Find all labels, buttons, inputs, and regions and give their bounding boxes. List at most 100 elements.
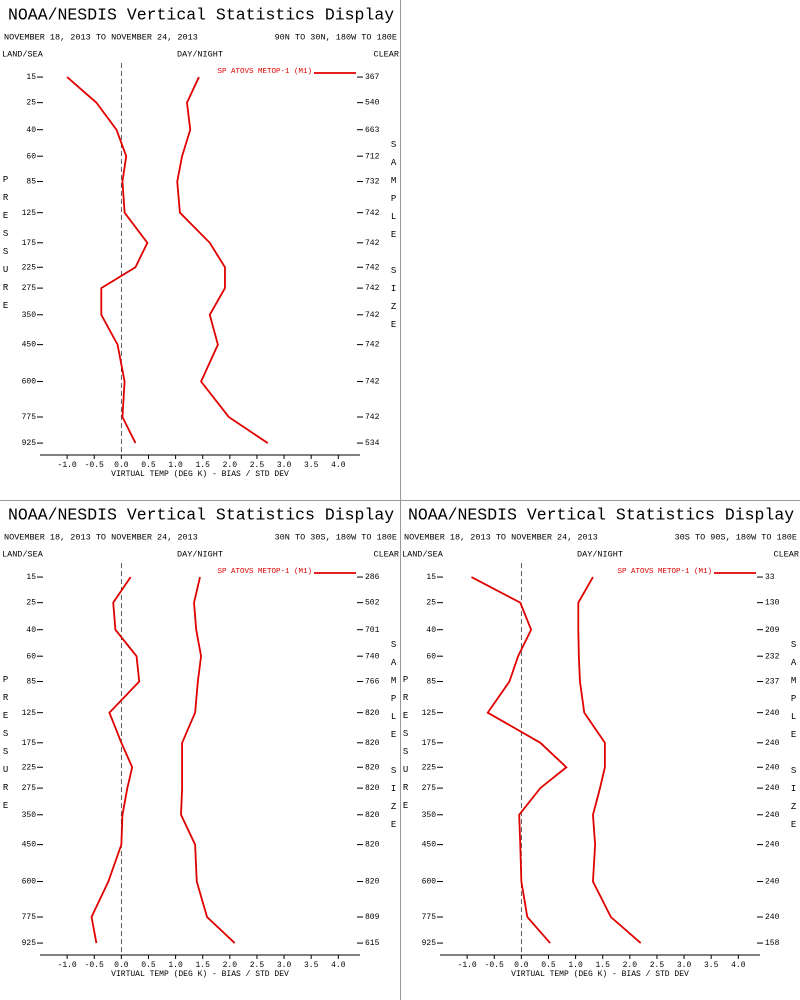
region: 30N TO 30S, 180W TO 180E xyxy=(275,532,397,542)
sample-size-label: 732 xyxy=(365,178,380,187)
legend-label: SP ATOVS METOP-1 (M1) xyxy=(217,68,312,76)
sample-size-label: 820 xyxy=(365,739,380,748)
y-tick-label: 225 xyxy=(22,263,37,272)
y-tick-label: 15 xyxy=(426,573,436,582)
sample-size-label: 367 xyxy=(365,73,380,82)
sample-size-label: 615 xyxy=(365,939,380,948)
x-tick-label: 0.5 xyxy=(141,461,156,470)
sample-size-label: 740 xyxy=(365,652,380,661)
y2-axis-label: SAMPLE SIZE xyxy=(389,140,399,338)
y-tick-label: 275 xyxy=(22,284,37,293)
x-tick-label: 4.0 xyxy=(731,961,746,970)
land-sea: LAND/SEA xyxy=(402,549,444,559)
y-tick-label: 85 xyxy=(26,178,36,187)
y-tick-label: 60 xyxy=(26,152,36,161)
panel: NOAA/NESDIS Vertical Statistics Display N… xyxy=(401,505,799,979)
x-tick-label: 2.5 xyxy=(650,961,665,970)
y-tick-label: 60 xyxy=(26,652,36,661)
sample-size-label: 820 xyxy=(365,878,380,887)
y-tick-label: 40 xyxy=(426,626,436,635)
sample-size-label: 701 xyxy=(365,626,380,635)
clear: CLEAR xyxy=(373,49,399,59)
sample-size-label: 742 xyxy=(365,311,380,320)
std-dev-line xyxy=(180,576,236,944)
y-tick-label: 40 xyxy=(26,626,36,635)
y-tick-label: 85 xyxy=(26,678,36,687)
land-sea: LAND/SEA xyxy=(2,49,44,59)
x-tick-label: 3.5 xyxy=(704,961,719,970)
sample-size-label: 502 xyxy=(365,599,380,608)
sample-size-label: 286 xyxy=(365,573,380,582)
y-tick-label: 775 xyxy=(22,913,37,922)
sample-size-label: 820 xyxy=(365,763,380,772)
sample-size-label: 240 xyxy=(765,784,780,793)
x-tick-label: 1.0 xyxy=(568,961,583,970)
y-tick-label: 925 xyxy=(22,939,37,948)
x-tick-label: -0.5 xyxy=(85,461,104,470)
y-tick-label: 600 xyxy=(22,878,37,887)
sample-size-label: 742 xyxy=(365,378,380,387)
sample-size-label: 820 xyxy=(365,811,380,820)
x-tick-label: 2.0 xyxy=(623,961,638,970)
y-tick-label: 600 xyxy=(22,378,37,387)
x-tick-label: 1.5 xyxy=(196,461,211,470)
sample-size-label: 240 xyxy=(765,913,780,922)
y-tick-label: 350 xyxy=(22,811,37,820)
panel: NOAA/NESDIS Vertical Statistics Display N… xyxy=(1,505,399,979)
sample-size-label: 540 xyxy=(365,99,380,108)
sample-size-label: 240 xyxy=(765,763,780,772)
sample-size-label: 742 xyxy=(365,239,380,248)
chart-title: NOAA/NESDIS Vertical Statistics Display xyxy=(408,505,794,524)
bias-line xyxy=(471,576,568,944)
y-tick-label: 225 xyxy=(22,763,37,772)
y2-axis-label: SAMPLE SIZE xyxy=(789,640,799,838)
chart-title: NOAA/NESDIS Vertical Statistics Display xyxy=(8,505,394,524)
sample-size-label: 742 xyxy=(365,341,380,350)
y-axis-label: PRESSURE xyxy=(401,675,411,819)
x-tick-label: -0.5 xyxy=(485,961,504,970)
clear: CLEAR xyxy=(373,549,399,559)
sample-size-label: 820 xyxy=(365,841,380,850)
y-axis-label: PRESSURE xyxy=(1,175,11,319)
sample-size-label: 820 xyxy=(365,784,380,793)
x-tick-label: 3.5 xyxy=(304,961,319,970)
x-tick-label: 3.0 xyxy=(677,961,692,970)
sample-size-label: 742 xyxy=(365,284,380,293)
x-axis-label: VIRTUAL TEMP (DEG K) - BIAS / STD DEV xyxy=(111,970,289,979)
x-axis-label: VIRTUAL TEMP (DEG K) - BIAS / STD DEV xyxy=(111,470,289,479)
y-tick-label: 450 xyxy=(422,841,437,850)
subtitle: NOVEMBER 18, 2013 TO NOVEMBER 24, 2013 xyxy=(404,532,598,542)
region: 90N TO 30N, 180W TO 180E xyxy=(275,32,397,42)
sample-size-label: 663 xyxy=(365,126,380,135)
x-tick-label: 0.0 xyxy=(114,961,129,970)
x-tick-label: 2.0 xyxy=(223,961,238,970)
x-tick-label: 3.5 xyxy=(304,461,319,470)
x-tick-label: -1.0 xyxy=(58,461,77,470)
sample-size-label: 209 xyxy=(765,626,780,635)
land-sea: LAND/SEA xyxy=(2,549,44,559)
sample-size-label: 742 xyxy=(365,263,380,272)
y-tick-label: 775 xyxy=(422,913,437,922)
sample-size-label: 158 xyxy=(765,939,780,948)
y-tick-label: 175 xyxy=(22,239,37,248)
x-tick-label: 4.0 xyxy=(331,461,346,470)
x-tick-label: 3.0 xyxy=(277,961,292,970)
y-axis-label: PRESSURE xyxy=(1,675,11,819)
x-tick-label: 1.0 xyxy=(168,961,183,970)
region: 30S TO 90S, 180W TO 180E xyxy=(675,532,797,542)
x-tick-label: 2.0 xyxy=(223,461,238,470)
x-tick-label: 3.0 xyxy=(277,461,292,470)
sample-size-label: 742 xyxy=(365,209,380,218)
y-tick-label: 15 xyxy=(26,573,36,582)
y-tick-label: 350 xyxy=(422,811,437,820)
y-tick-label: 175 xyxy=(22,739,37,748)
sample-size-label: 240 xyxy=(765,878,780,887)
y-tick-label: 350 xyxy=(22,311,37,320)
panel: NOAA/NESDIS Vertical Statistics Display N… xyxy=(1,5,399,479)
sample-size-label: 232 xyxy=(765,652,780,661)
x-tick-label: 1.5 xyxy=(196,961,211,970)
sample-size-label: 820 xyxy=(365,709,380,718)
y2-axis-label: SAMPLE SIZE xyxy=(389,640,399,838)
sample-size-label: 240 xyxy=(765,709,780,718)
